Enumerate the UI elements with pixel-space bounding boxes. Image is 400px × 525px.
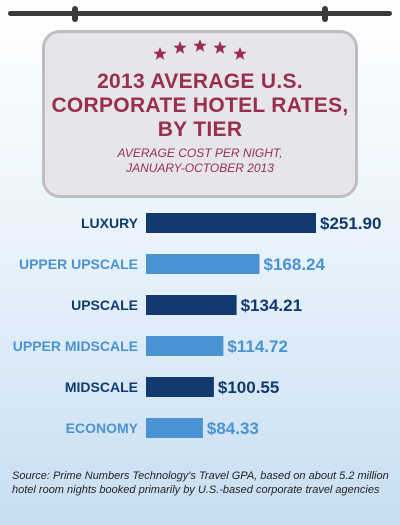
value-label: $84.33 xyxy=(207,419,259,438)
star-icon xyxy=(213,41,227,54)
star-icon xyxy=(233,47,247,60)
chart-subtitle-line-2: JANUARY-OCTOBER 2013 xyxy=(126,161,274,175)
star-icon xyxy=(153,47,167,60)
source-note: Source: Prime Numbers Technology's Trave… xyxy=(12,470,389,496)
value-label: $114.72 xyxy=(227,337,288,356)
category-label: UPPER MIDSCALE xyxy=(13,338,138,354)
star-icon xyxy=(193,40,207,52)
category-label: UPPER UPSCALE xyxy=(19,256,138,272)
bar xyxy=(146,418,203,438)
value-label: $251.90 xyxy=(320,214,381,233)
category-label: LUXURY xyxy=(81,215,139,231)
chart-title-line-2: CORPORATE HOTEL RATES, xyxy=(51,94,349,117)
sign-hook-left xyxy=(72,6,78,22)
bar-chart: LUXURY $251.90 UPPER UPSCALE $168.24 UPSCALE… xyxy=(13,213,381,438)
bar xyxy=(146,377,214,397)
title-sign-panel xyxy=(42,30,358,198)
value-label: $134.21 xyxy=(241,296,302,315)
category-label: ECONOMY xyxy=(66,420,139,436)
category-label: MIDSCALE xyxy=(65,379,138,395)
category-label: UPSCALE xyxy=(71,297,138,313)
chart-subtitle-line-1: AVERAGE COST PER NIGHT, xyxy=(117,146,283,160)
bar xyxy=(146,213,316,233)
chart-title: 2013 AVERAGE U.S. CORPORATE HOTEL RATES,… xyxy=(50,70,350,142)
chart-subtitle: AVERAGE COST PER NIGHT, JANUARY-OCTOBER … xyxy=(50,146,350,176)
value-label: $100.55 xyxy=(218,378,279,397)
bar xyxy=(146,336,224,356)
star-icon xyxy=(173,41,187,54)
sign-hanger-bar xyxy=(8,11,392,16)
stars-decoration xyxy=(153,40,247,60)
sign-hook-right xyxy=(322,6,328,22)
chart-title-line-1: 2013 AVERAGE U.S. xyxy=(97,70,303,93)
bar xyxy=(146,295,237,315)
chart-title-line-3: BY TIER xyxy=(157,118,243,141)
value-label: $168.24 xyxy=(264,255,326,274)
bar xyxy=(146,254,260,274)
